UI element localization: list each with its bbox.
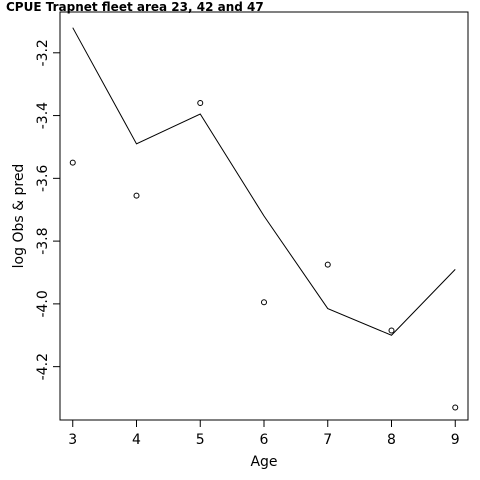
x-tick-label: 3	[68, 432, 77, 448]
x-tick-label: 9	[451, 432, 460, 448]
y-tick-label: -3.2	[35, 39, 51, 66]
observed-point	[133, 192, 140, 199]
x-tick-label: 7	[323, 432, 332, 448]
x-tick-label: 6	[260, 432, 269, 448]
y-tick-label: -3.4	[35, 102, 51, 129]
x-tick-label: 8	[387, 432, 396, 448]
x-axis-label: Age	[250, 454, 277, 470]
observed-point	[388, 327, 395, 334]
y-axis-label: log Obs & pred	[11, 164, 27, 269]
y-tick-label: -4.2	[35, 353, 51, 380]
y-tick-label: -3.8	[35, 227, 51, 254]
y-tick-label: -4.0	[35, 290, 51, 317]
observed-point	[261, 299, 267, 306]
x-tick-label: 4	[132, 432, 141, 448]
observed-point	[197, 100, 204, 107]
predicted-line	[72, 27, 456, 336]
x-tick-label: 5	[196, 432, 205, 448]
x-axis: 3 4 5 6 7 8 9	[68, 420, 460, 448]
chart-title: CPUE Trapnet fleet area 23, 42 and 47	[6, 0, 264, 14]
observed-point	[452, 404, 459, 411]
observed-point	[69, 159, 76, 166]
y-axis: -4.2 -4.0 -3.8 -3.6 -3.4 -3.2	[35, 39, 60, 380]
series-layer	[69, 27, 459, 411]
y-tick-label: -3.6	[35, 165, 51, 192]
observed-point	[324, 261, 331, 268]
